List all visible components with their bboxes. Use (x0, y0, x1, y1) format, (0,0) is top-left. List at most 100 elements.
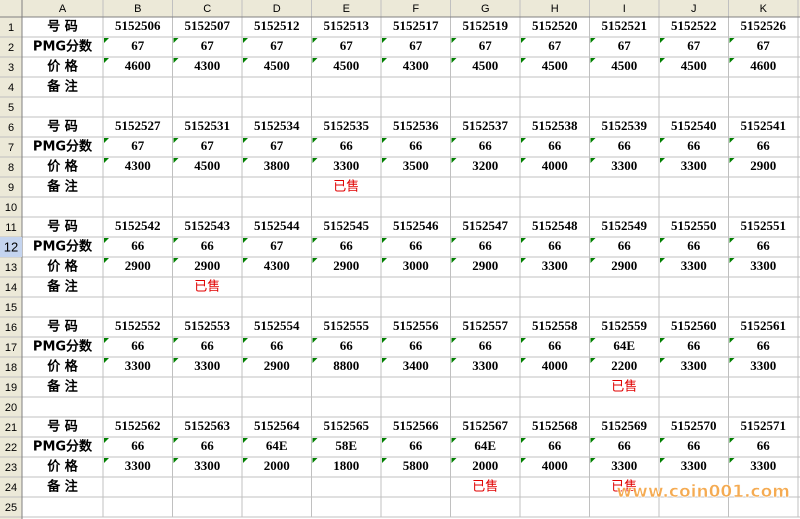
value-cell[interactable]: 5152561 (741, 318, 787, 333)
value-cell[interactable]: 5152545 (324, 218, 370, 233)
value-cell[interactable]: 66 (131, 438, 145, 453)
value-cell[interactable]: 67 (131, 38, 145, 53)
row-header[interactable]: 17 (5, 342, 17, 354)
row-label[interactable]: 价 格 (47, 159, 79, 175)
row-label[interactable]: PMG分数 (33, 39, 93, 55)
row-header[interactable]: 16 (5, 322, 17, 334)
row-header[interactable]: 9 (8, 182, 14, 194)
value-cell[interactable]: 2200 (611, 358, 637, 373)
value-cell[interactable]: 5152519 (463, 18, 509, 33)
value-cell[interactable]: 2000 (264, 458, 290, 473)
column-header[interactable]: H (551, 3, 559, 15)
row-label[interactable]: 备 注 (46, 279, 78, 295)
value-cell[interactable]: 4500 (472, 58, 498, 73)
value-cell[interactable]: 4500 (194, 158, 220, 173)
row-header[interactable]: 14 (5, 282, 17, 294)
value-cell[interactable]: 5152513 (324, 18, 370, 33)
value-cell[interactable]: 66 (270, 338, 284, 353)
value-cell[interactable]: 3300 (611, 158, 637, 173)
value-cell[interactable]: 5152565 (324, 418, 370, 433)
value-cell[interactable]: 5152526 (741, 18, 787, 33)
value-cell[interactable]: 4600 (750, 58, 776, 73)
value-cell[interactable]: 67 (618, 38, 632, 53)
value-cell[interactable]: 67 (270, 238, 284, 253)
value-cell[interactable]: 3300 (681, 358, 707, 373)
row-header[interactable]: 7 (8, 142, 14, 154)
value-cell[interactable]: 4300 (403, 58, 429, 73)
note-cell[interactable]: 已售 (333, 179, 359, 195)
value-cell[interactable]: 2900 (125, 258, 151, 273)
row-label[interactable]: 备 注 (46, 179, 78, 195)
value-cell[interactable]: 4000 (542, 458, 568, 473)
value-cell[interactable]: 5152554 (254, 318, 300, 333)
value-cell[interactable]: 66 (479, 338, 493, 353)
value-cell[interactable]: 3300 (750, 258, 776, 273)
value-cell[interactable]: 3300 (333, 158, 359, 173)
value-cell[interactable]: 66 (409, 438, 423, 453)
row-header[interactable]: 21 (5, 422, 17, 434)
value-cell[interactable]: 66 (618, 438, 632, 453)
column-header[interactable]: C (203, 3, 211, 15)
value-cell[interactable]: 5152542 (115, 218, 161, 233)
value-cell[interactable]: 64E (613, 338, 635, 353)
row-header[interactable]: 3 (8, 62, 14, 74)
value-cell[interactable]: 5152563 (185, 418, 231, 433)
value-cell[interactable]: 2900 (611, 258, 637, 273)
row-label[interactable]: PMG分数 (33, 239, 93, 255)
value-cell[interactable]: 66 (618, 138, 632, 153)
value-cell[interactable]: 66 (757, 238, 771, 253)
row-label[interactable]: 价 格 (47, 259, 79, 275)
value-cell[interactable]: 4300 (194, 58, 220, 73)
row-header[interactable]: 2 (8, 42, 14, 54)
row-header[interactable]: 10 (5, 202, 17, 214)
row-header[interactable]: 15 (5, 302, 17, 314)
row-label[interactable]: 价 格 (47, 359, 79, 375)
row-label[interactable]: PMG分数 (33, 139, 93, 155)
value-cell[interactable]: 66 (131, 238, 145, 253)
value-cell[interactable]: 66 (479, 238, 493, 253)
value-cell[interactable]: 67 (270, 38, 284, 53)
row-label[interactable]: 备 注 (46, 79, 78, 95)
row-header[interactable]: 5 (8, 102, 14, 114)
value-cell[interactable]: 4500 (264, 58, 290, 73)
value-cell[interactable]: 3300 (681, 258, 707, 273)
value-cell[interactable]: 3800 (264, 158, 290, 173)
value-cell[interactable]: 5152540 (671, 118, 717, 133)
value-cell[interactable]: 4500 (542, 58, 568, 73)
value-cell[interactable]: 66 (548, 338, 562, 353)
value-cell[interactable]: 5152543 (185, 218, 231, 233)
value-cell[interactable]: 5152520 (532, 18, 578, 33)
value-cell[interactable]: 67 (201, 138, 215, 153)
value-cell[interactable]: 5152551 (741, 218, 787, 233)
value-cell[interactable]: 4600 (125, 58, 151, 73)
value-cell[interactable]: 67 (409, 38, 423, 53)
value-cell[interactable]: 66 (409, 238, 423, 253)
value-cell[interactable]: 3300 (681, 458, 707, 473)
value-cell[interactable]: 5152546 (393, 218, 439, 233)
value-cell[interactable]: 5152527 (115, 118, 161, 133)
value-cell[interactable]: 5800 (403, 458, 429, 473)
value-cell[interactable]: 67 (270, 138, 284, 153)
value-cell[interactable]: 5152552 (115, 318, 161, 333)
value-cell[interactable]: 66 (548, 438, 562, 453)
value-cell[interactable]: 66 (409, 138, 423, 153)
value-cell[interactable]: 3500 (403, 158, 429, 173)
value-cell[interactable]: 4000 (542, 358, 568, 373)
value-cell[interactable]: 3200 (472, 158, 498, 173)
row-header[interactable]: 13 (5, 262, 17, 274)
value-cell[interactable]: 3300 (125, 458, 151, 473)
value-cell[interactable]: 66 (618, 238, 632, 253)
value-cell[interactable]: 3300 (611, 458, 637, 473)
value-cell[interactable]: 5152571 (741, 418, 787, 433)
row-header[interactable]: 24 (5, 482, 17, 494)
value-cell[interactable]: 2900 (264, 358, 290, 373)
value-cell[interactable]: 5152560 (671, 318, 717, 333)
value-cell[interactable]: 5152506 (115, 18, 161, 33)
row-label[interactable]: 价 格 (47, 459, 79, 475)
value-cell[interactable]: 66 (548, 238, 562, 253)
value-cell[interactable]: 58E (335, 438, 357, 453)
column-header[interactable]: D (273, 3, 281, 15)
value-cell[interactable]: 5152538 (532, 118, 578, 133)
value-cell[interactable]: 66 (757, 138, 771, 153)
value-cell[interactable]: 66 (757, 338, 771, 353)
